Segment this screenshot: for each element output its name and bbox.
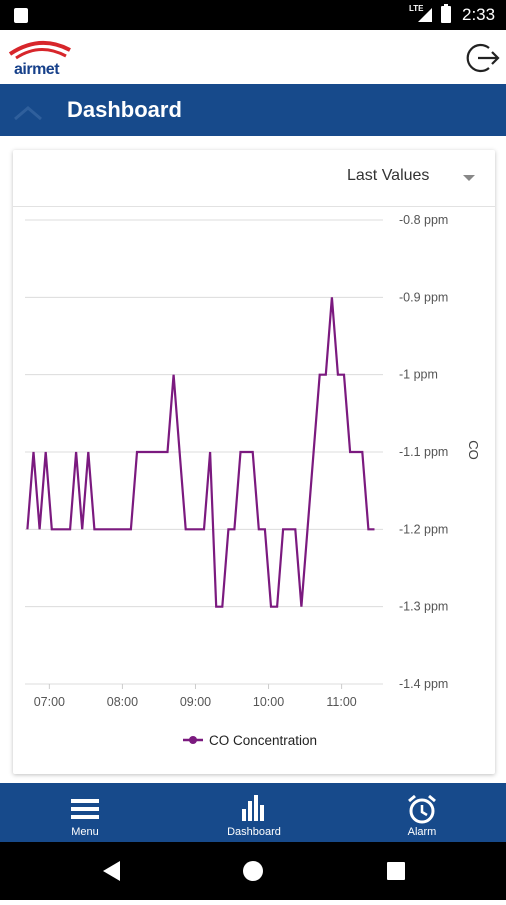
x-tick-label: 08:00 (107, 695, 138, 709)
y-axis-label: CO (466, 440, 481, 460)
page-title: Dashboard (67, 97, 182, 122)
range-select[interactable]: Last Values (333, 164, 483, 190)
sim-card-icon (14, 8, 28, 23)
y-tick-label: -1.3 ppm (399, 600, 448, 614)
dropdown-arrow-icon (463, 175, 475, 181)
y-tick-label: -1 ppm (399, 368, 438, 382)
menu-icon (71, 799, 99, 819)
nav-dashboard[interactable]: Dashboard (204, 783, 304, 842)
status-bar: LTE 2:33 (0, 0, 506, 30)
x-tick-label: 09:00 (180, 695, 211, 709)
y-tick-label: -1.4 ppm (399, 677, 448, 691)
signal-icon (418, 8, 432, 22)
alarm-clock-icon (408, 794, 436, 824)
x-tick-label: 11:00 (326, 695, 356, 709)
nav-alarm[interactable]: Alarm (372, 783, 472, 842)
title-bar: Dashboard (0, 84, 506, 136)
logo-text: airmet (14, 61, 60, 78)
y-tick-label: -1.2 ppm (399, 522, 448, 536)
co-line-chart: -0.8 ppm -0.9 ppm -1 ppm -1.1 ppm -1.2 ppm -1… (25, 213, 481, 748)
nav-menu-label: Menu (71, 826, 99, 838)
collapse-button[interactable] (10, 92, 46, 128)
system-nav-bar (0, 842, 506, 900)
legend-label: CO Concentration (209, 733, 317, 748)
bar-chart-icon (242, 795, 264, 821)
home-icon[interactable] (243, 861, 263, 881)
range-select-value: Last Values (347, 167, 430, 184)
battery-icon (441, 4, 451, 23)
x-tick-label: 10:00 (253, 695, 284, 709)
nav-dashboard-label: Dashboard (227, 826, 281, 838)
nav-alarm-label: Alarm (407, 826, 437, 838)
status-time: 2:33 (462, 5, 496, 24)
chevron-up-icon (14, 106, 42, 121)
app-header: airmet (0, 30, 506, 84)
bottom-nav: Menu Dashboard Alarm (0, 783, 506, 842)
series-line (26, 297, 375, 608)
network-type: LTE (409, 4, 424, 13)
y-tick-label: -1.1 ppm (399, 445, 448, 459)
recents-icon[interactable] (387, 862, 405, 880)
y-tick-label: -0.9 ppm (399, 290, 448, 304)
y-tick-label: -0.8 ppm (399, 213, 448, 227)
x-tick-label: 07:00 (34, 695, 65, 709)
logout-button[interactable] (463, 39, 501, 77)
back-icon[interactable] (103, 861, 120, 881)
chart-card: Last Values -0.8 ppm -0.9 ppm -1 ppm -1.1 p… (13, 150, 495, 774)
divider (13, 206, 495, 207)
exit-icon (466, 43, 500, 73)
airmet-logo (8, 36, 78, 80)
legend-marker (189, 736, 197, 744)
nav-menu[interactable]: Menu (35, 783, 135, 842)
